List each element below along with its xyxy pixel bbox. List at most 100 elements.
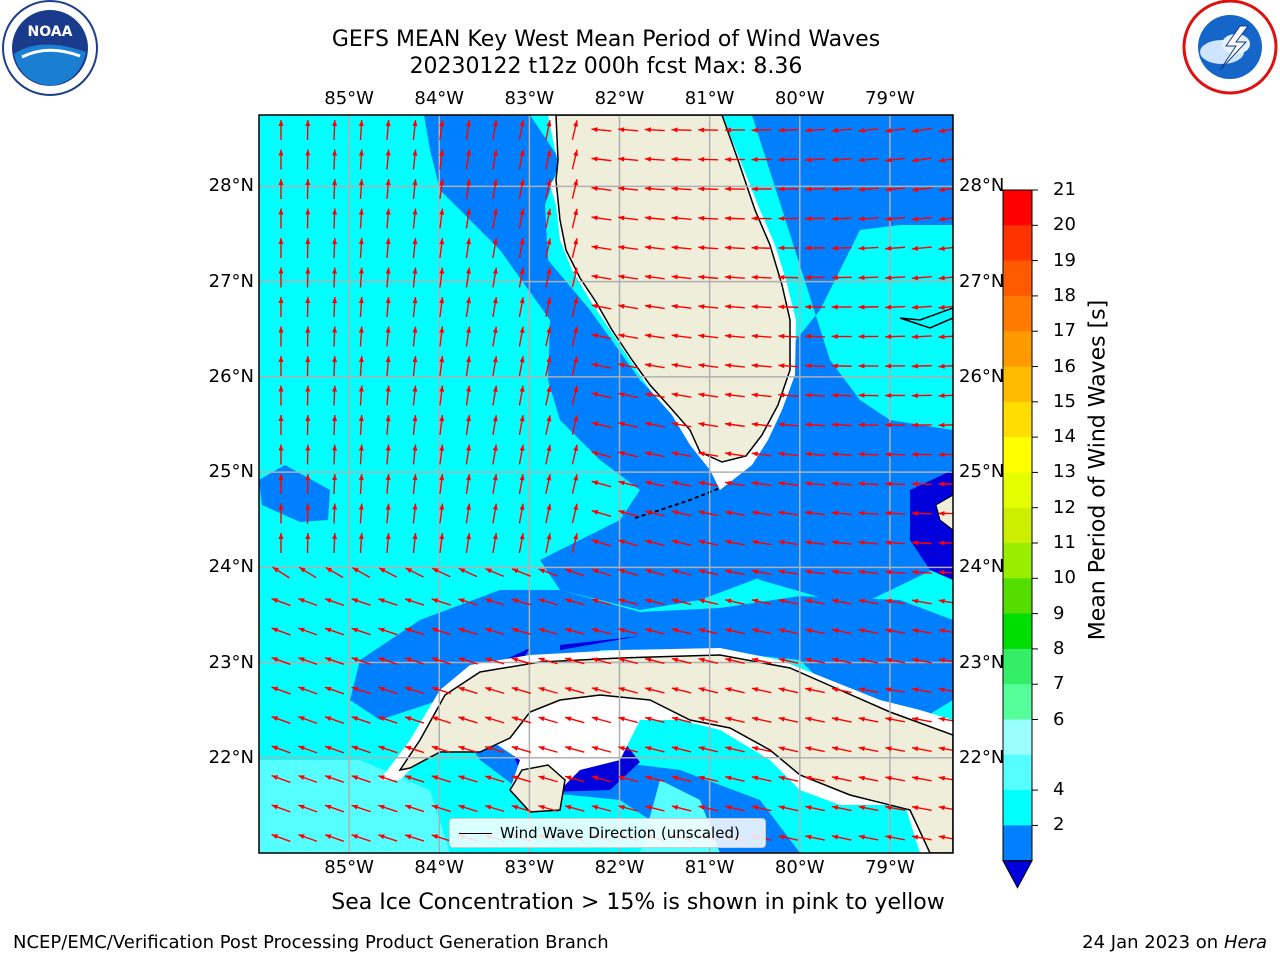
- arrow-head: [698, 805, 705, 810]
- arrow-head: [698, 363, 705, 368]
- arrow-head: [644, 186, 652, 192]
- arrow-head: [565, 568, 572, 574]
- arrow-head: [831, 510, 838, 516]
- wind-wave-arrow: [565, 568, 585, 577]
- arrow-head: [618, 215, 625, 221]
- arrow-head: [671, 421, 679, 427]
- arrow-head: [724, 186, 731, 192]
- wind-wave-arrow: [564, 746, 585, 753]
- wind-wave-arrow: [885, 569, 906, 575]
- arrow-head: [618, 539, 625, 545]
- arrow-head: [358, 238, 364, 245]
- arrow-head: [305, 385, 311, 392]
- wind-wave-arrow: [858, 451, 879, 457]
- wind-wave-arrow: [439, 208, 445, 229]
- arrow-head: [751, 746, 759, 752]
- arrow-head: [858, 216, 865, 222]
- wind-wave-arrow: [911, 157, 932, 163]
- colorbar-segment: [1003, 719, 1032, 756]
- wind-wave-arrow: [751, 687, 772, 694]
- arrow-head: [439, 208, 445, 215]
- arrow-head: [458, 745, 465, 751]
- wind-wave-arrow: [644, 569, 665, 576]
- arrow-head: [298, 598, 305, 604]
- wind-wave-arrow: [644, 775, 665, 783]
- arrow-head: [778, 539, 785, 545]
- arrow-head: [911, 216, 919, 222]
- wind-wave-arrow: [351, 627, 371, 636]
- arrow-head: [324, 775, 332, 781]
- wind-wave-arrow: [938, 540, 953, 546]
- wind-wave-arrow: [439, 149, 445, 170]
- arrow-head: [805, 186, 812, 192]
- wind-wave-arrow: [831, 510, 852, 516]
- wind-wave-arrow: [305, 355, 311, 377]
- wind-wave-arrow: [698, 687, 719, 694]
- arrow-head: [511, 804, 519, 810]
- wind-wave-arrow: [591, 333, 612, 340]
- wind-wave-arrow: [484, 775, 505, 783]
- wind-wave-arrow: [671, 362, 692, 369]
- wind-wave-arrow: [671, 304, 692, 309]
- arrow-head: [271, 716, 279, 721]
- wind-wave-arrow: [545, 385, 552, 406]
- arrow-head: [725, 569, 732, 575]
- wind-wave-arrow: [831, 598, 852, 605]
- arrow-head: [751, 480, 759, 486]
- arrow-head: [831, 333, 838, 339]
- arrow-head: [565, 657, 572, 663]
- wind-wave-arrow: [412, 473, 418, 495]
- lat-label-right: 24°N: [959, 556, 1005, 578]
- wind-wave-arrow: [358, 532, 364, 554]
- wind-wave-arrow: [938, 363, 953, 369]
- arrow-head: [458, 775, 465, 781]
- wind-wave-arrow: [831, 657, 852, 664]
- wind-wave-arrow: [492, 326, 498, 347]
- sea-ice-note: Sea Ice Concentration > 15% is shown in …: [331, 890, 945, 915]
- arrow-head: [858, 628, 865, 634]
- wind-wave-arrow: [885, 304, 906, 310]
- arrow-head: [885, 598, 892, 604]
- arrow-head: [511, 657, 519, 663]
- wind-wave-arrow: [278, 297, 284, 317]
- lon-label-top: 81°W: [684, 88, 735, 109]
- wind-wave-arrow: [298, 597, 318, 607]
- colorbar-tick-label: 2: [1053, 814, 1065, 836]
- arrow-head: [358, 474, 364, 481]
- lon-label-top: 85°W: [324, 88, 374, 109]
- wind-wave-arrow: [412, 178, 418, 200]
- wind-wave-arrow: [298, 804, 318, 813]
- wind-wave-arrow: [644, 657, 665, 665]
- gridlines: [259, 115, 953, 853]
- arrow-head: [698, 539, 705, 545]
- wind-wave-arrow: [538, 775, 558, 783]
- wind-wave-arrow: [571, 533, 579, 553]
- lon-label-top: 80°W: [774, 88, 825, 109]
- arrow-head: [885, 245, 892, 251]
- arrow-head: [573, 238, 579, 245]
- wind-wave-arrow: [725, 775, 745, 782]
- wind-wave-arrow: [439, 503, 445, 524]
- wind-wave-arrow: [751, 422, 772, 428]
- wind-wave-arrow: [298, 656, 318, 666]
- wind-wave-arrow: [358, 444, 364, 465]
- arrow-head: [805, 687, 812, 693]
- arrow-head: [573, 533, 579, 540]
- wind-wave-arrow: [618, 156, 639, 162]
- wind-wave-arrow: [804, 245, 826, 251]
- wind-wave-arrow: [618, 687, 638, 694]
- arrow-head: [591, 746, 599, 751]
- arrow-head: [351, 686, 359, 692]
- arrow-head: [858, 392, 865, 398]
- arrow-head: [911, 510, 918, 516]
- arrow-head: [271, 745, 279, 751]
- arrow-head: [278, 444, 284, 451]
- arrow-head: [358, 326, 364, 333]
- arrow-head: [805, 716, 812, 722]
- arrow-head: [358, 503, 364, 510]
- arrow-head: [305, 474, 311, 481]
- arrow-head: [778, 598, 785, 604]
- colorbar-tick-label: 11: [1053, 532, 1076, 553]
- arrow-head: [805, 216, 812, 222]
- arrow-head: [458, 627, 465, 633]
